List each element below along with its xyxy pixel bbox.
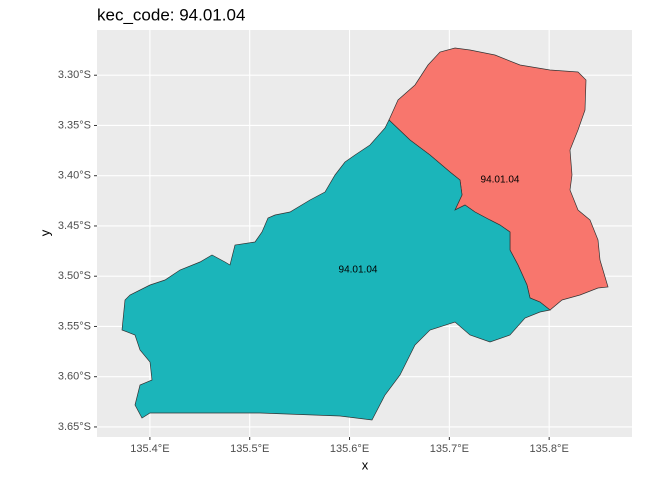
y-tick-label: 3.60°S (58, 371, 91, 383)
x-axis-label: x (362, 457, 369, 472)
x-tick-label: 135.8°E (530, 443, 569, 455)
region-label: 94.01.04 (481, 175, 520, 186)
y-tick-label: 3.30°S (58, 69, 91, 81)
region-label: 94.01.04 (339, 265, 378, 276)
y-tick-label: 3.55°S (58, 320, 91, 332)
chart-title: kec_code: 94.01.04 (97, 5, 245, 24)
x-tick-label: 135.7°E (430, 443, 469, 455)
y-tick-label: 3.35°S (58, 119, 91, 131)
region (121, 119, 551, 421)
y-tick-label: 3.50°S (58, 270, 91, 282)
x-tick-label: 135.4°E (130, 443, 169, 455)
y-tick-label: 3.45°S (58, 220, 91, 232)
x-tick-label: 135.5°E (230, 443, 269, 455)
x-tick-label: 135.6°E (330, 443, 369, 455)
y-tick-label: 3.40°S (58, 170, 91, 182)
y-axis-label: y (37, 229, 52, 236)
y-tick-label: 3.65°S (58, 421, 91, 433)
